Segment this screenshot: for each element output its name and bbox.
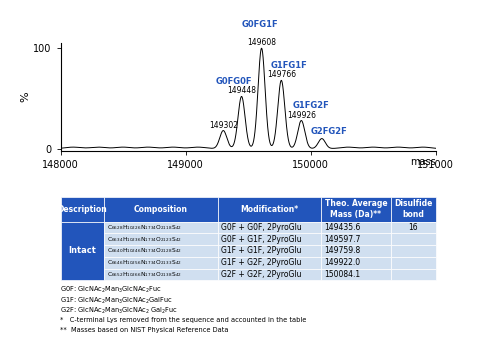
- Text: 149922.0: 149922.0: [324, 258, 360, 267]
- Bar: [60, 197, 104, 221]
- Bar: [321, 257, 391, 269]
- Bar: [321, 269, 391, 280]
- Text: Theo. Average
Mass (Da)**: Theo. Average Mass (Da)**: [325, 199, 387, 219]
- Bar: [60, 221, 104, 280]
- Bar: [391, 233, 436, 245]
- Text: G1FG2F: G1FG2F: [293, 102, 330, 111]
- Text: G1FG1F: G1FG1F: [271, 61, 307, 70]
- Text: *   C-terminal Lys removed from the sequence and accounted in the table: * C-terminal Lys removed from the sequen…: [60, 317, 307, 323]
- Text: 149608: 149608: [247, 38, 276, 47]
- Bar: [391, 197, 436, 221]
- Text: G0FG0F: G0FG0F: [216, 77, 252, 86]
- Text: 149448: 149448: [227, 86, 256, 95]
- Text: Intact: Intact: [68, 246, 96, 255]
- Text: G2FG2F: G2FG2F: [311, 127, 348, 136]
- Text: 16: 16: [408, 223, 418, 232]
- Bar: [104, 269, 218, 280]
- Bar: [218, 221, 321, 233]
- Bar: [218, 269, 321, 280]
- Text: G0F + G0F, 2PyroGlu: G0F + G0F, 2PyroGlu: [221, 223, 302, 232]
- Bar: [391, 221, 436, 233]
- Text: G1F + G1F, 2PyroGlu: G1F + G1F, 2PyroGlu: [221, 246, 302, 255]
- Text: G0FG1F: G0FG1F: [242, 20, 279, 29]
- Bar: [104, 197, 218, 221]
- Text: C$_{6652}$H$_{10266}$N$_{1734}$O$_{2138}$S$_{42}$: C$_{6652}$H$_{10266}$N$_{1734}$O$_{2138}…: [106, 270, 182, 279]
- Text: Description: Description: [57, 205, 107, 214]
- Bar: [391, 269, 436, 280]
- Bar: [391, 245, 436, 257]
- Text: 149759.8: 149759.8: [324, 246, 361, 255]
- Text: 149435.6: 149435.6: [324, 223, 361, 232]
- Text: **  Masses based on NIST Physical Reference Data: ** Masses based on NIST Physical Referen…: [60, 327, 229, 333]
- Bar: [321, 245, 391, 257]
- Bar: [218, 245, 321, 257]
- Bar: [321, 233, 391, 245]
- Text: C$_{6646}$H$_{10256}$N$_{1734}$O$_{2133}$S$_{42}$: C$_{6646}$H$_{10256}$N$_{1734}$O$_{2133}…: [106, 258, 182, 267]
- Text: G0F: GlcNAc$_2$Man$_3$GlcNAc$_2$Fuc: G0F: GlcNAc$_2$Man$_3$GlcNAc$_2$Fuc: [60, 285, 163, 296]
- Bar: [391, 257, 436, 269]
- Text: C$_{6628}$H$_{10226}$N$_{1734}$O$_{2118}$S$_{42}$: C$_{6628}$H$_{10226}$N$_{1734}$O$_{2118}…: [106, 223, 182, 232]
- Text: G2F: GlcNAc$_2$Man$_3$GlcNAc$_2$ Gal$_2$Fuc: G2F: GlcNAc$_2$Man$_3$GlcNAc$_2$ Gal$_2$…: [60, 306, 179, 316]
- Bar: [104, 245, 218, 257]
- Text: G2F + G2F, 2PyroGlu: G2F + G2F, 2PyroGlu: [221, 270, 302, 279]
- Bar: [321, 197, 391, 221]
- Bar: [218, 257, 321, 269]
- Text: mass: mass: [410, 157, 436, 167]
- Text: C$_{6640}$H$_{10246}$N$_{1734}$O$_{2128}$S$_{42}$: C$_{6640}$H$_{10246}$N$_{1734}$O$_{2128}…: [106, 247, 182, 255]
- Text: G1F: GlcNAc$_2$Man$_3$GlcNAc$_2$GalFuc: G1F: GlcNAc$_2$Man$_3$GlcNAc$_2$GalFuc: [60, 296, 173, 306]
- Y-axis label: %: %: [20, 91, 30, 102]
- Bar: [321, 221, 391, 233]
- Text: Modification*: Modification*: [241, 205, 299, 214]
- Text: 149766: 149766: [267, 70, 296, 79]
- Bar: [104, 221, 218, 233]
- Bar: [218, 233, 321, 245]
- Text: G1F + G2F, 2PyroGlu: G1F + G2F, 2PyroGlu: [221, 258, 302, 267]
- Bar: [218, 197, 321, 221]
- Text: 149302: 149302: [209, 121, 238, 130]
- Text: 150084.1: 150084.1: [324, 270, 360, 279]
- Bar: [104, 257, 218, 269]
- Text: Composition: Composition: [134, 205, 188, 214]
- Text: G0F + G1F, 2PyroGlu: G0F + G1F, 2PyroGlu: [221, 235, 302, 244]
- Text: C$_{6634}$H$_{10236}$N$_{1734}$O$_{2123}$S$_{42}$: C$_{6634}$H$_{10236}$N$_{1734}$O$_{2123}…: [106, 235, 182, 244]
- Text: 149597.7: 149597.7: [324, 235, 361, 244]
- Bar: [104, 233, 218, 245]
- Text: 149926: 149926: [287, 111, 316, 120]
- Text: Disulfide
bond: Disulfide bond: [394, 199, 432, 219]
